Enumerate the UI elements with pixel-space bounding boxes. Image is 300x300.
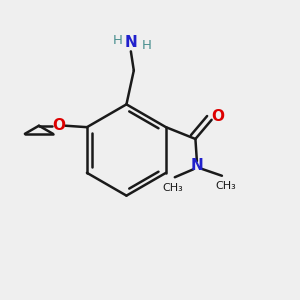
Text: H: H — [142, 39, 152, 52]
Text: N: N — [124, 35, 137, 50]
Text: CH₃: CH₃ — [162, 183, 183, 193]
Text: CH₃: CH₃ — [215, 181, 236, 191]
Text: O: O — [52, 118, 65, 133]
Text: H: H — [113, 34, 122, 47]
Text: O: O — [212, 109, 225, 124]
Text: N: N — [190, 158, 203, 173]
